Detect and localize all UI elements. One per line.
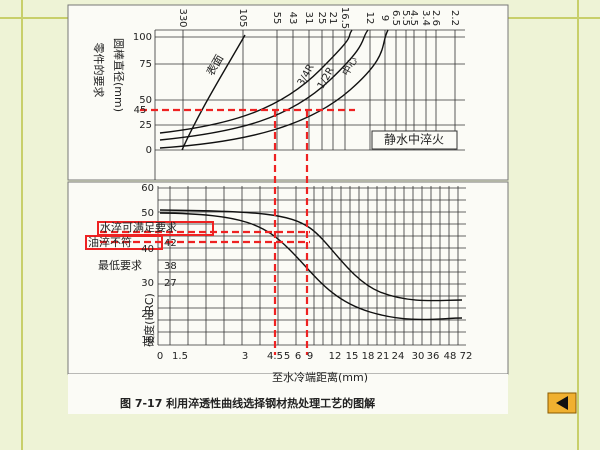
curve <box>159 29 369 141</box>
top-tick-label: 2.2 <box>449 10 460 26</box>
x-tick-label: 36 <box>427 351 440 362</box>
top-tick-label: 5.5 <box>400 10 411 26</box>
top-tick-label: 43 <box>287 12 298 25</box>
marker: 45 <box>134 105 147 116</box>
x-tick-label: 18 <box>362 351 375 362</box>
curve <box>159 29 389 149</box>
x-tick-label: 48 <box>444 351 457 362</box>
annotation: 油淬不符 <box>88 235 132 249</box>
y-tick-label: 75 <box>139 59 152 70</box>
mark-label: 38 <box>164 261 177 272</box>
curve <box>159 209 463 302</box>
x-tick-label: 12 <box>329 351 342 362</box>
y-tick-label: 0 <box>146 145 152 156</box>
y-tick-label: 30 <box>141 278 154 289</box>
top-tick-label: 25 <box>316 12 327 25</box>
top-tick-label: 55 <box>271 12 282 25</box>
y-tick-label: 10 <box>141 335 154 346</box>
note: 静水中淬火 <box>384 132 444 147</box>
top-tick-label: 330 <box>177 8 188 27</box>
top-tick-label: 105 <box>237 8 248 27</box>
caption: 图 7-17 利用淬透性曲线选择钢材热处理工艺的图解 <box>120 396 375 410</box>
annotation: 水淬可满足要求 <box>100 220 177 234</box>
top-tick-label: 3.4 <box>420 10 431 26</box>
x-title: 至水冷端距离(mm) <box>272 370 368 384</box>
top-tick-label: 4.5 <box>408 10 419 26</box>
top-figure <box>67 4 509 181</box>
x-tick-label: 21 <box>377 351 390 362</box>
x-tick-label: 6 <box>295 351 301 362</box>
x-tick-label: 1.5 <box>172 351 188 362</box>
y-title: 圆棒直径(mm) <box>112 38 126 112</box>
x-tick-label: 24 <box>392 351 405 362</box>
annotation: 最低要求 <box>98 259 142 272</box>
y-title: 硬度(HRC) <box>142 293 156 347</box>
top-tick-label: 21 <box>327 12 338 25</box>
x-tick-label: 3 <box>242 351 248 362</box>
top-tick-label: 31 <box>303 12 314 25</box>
y-tick-label: 100 <box>133 32 152 43</box>
top-tick-label: 2.6 <box>430 10 441 26</box>
highlight-box <box>85 235 163 250</box>
y-title: 零件的要求 <box>92 43 106 98</box>
mark-label: 42 <box>164 238 177 249</box>
y-tick-label: 40 <box>141 244 154 255</box>
top-tick-label: 9 <box>379 15 390 21</box>
guide-lines <box>100 108 355 355</box>
x-tick-label: 5 <box>284 351 290 362</box>
top-tick-label: 16.5 <box>339 7 350 29</box>
y-tick-label: 20 <box>141 309 154 320</box>
bottom-figure <box>67 181 509 375</box>
y-tick-label: 50 <box>139 95 152 106</box>
x-tick-label: 15 <box>346 351 359 362</box>
y-tick-label: 60 <box>141 183 154 194</box>
top-tick-label: 6.5 <box>390 10 401 26</box>
back-icon <box>556 396 568 410</box>
mark-label: 27 <box>164 278 177 289</box>
top-tick-label: 12 <box>364 12 375 25</box>
x-tick-label: 9 <box>307 351 313 362</box>
caption-area <box>68 374 508 414</box>
x-tick-label: 4.5 <box>267 351 283 362</box>
x-tick-label: 72 <box>460 351 473 362</box>
curve <box>159 29 353 134</box>
x-tick-label: 0 <box>157 351 163 362</box>
note-box <box>371 130 458 150</box>
y-tick-label: 50 <box>141 208 154 219</box>
x-tick-label: 30 <box>412 351 425 362</box>
y-tick-label: 25 <box>139 120 152 131</box>
curve <box>159 212 463 321</box>
